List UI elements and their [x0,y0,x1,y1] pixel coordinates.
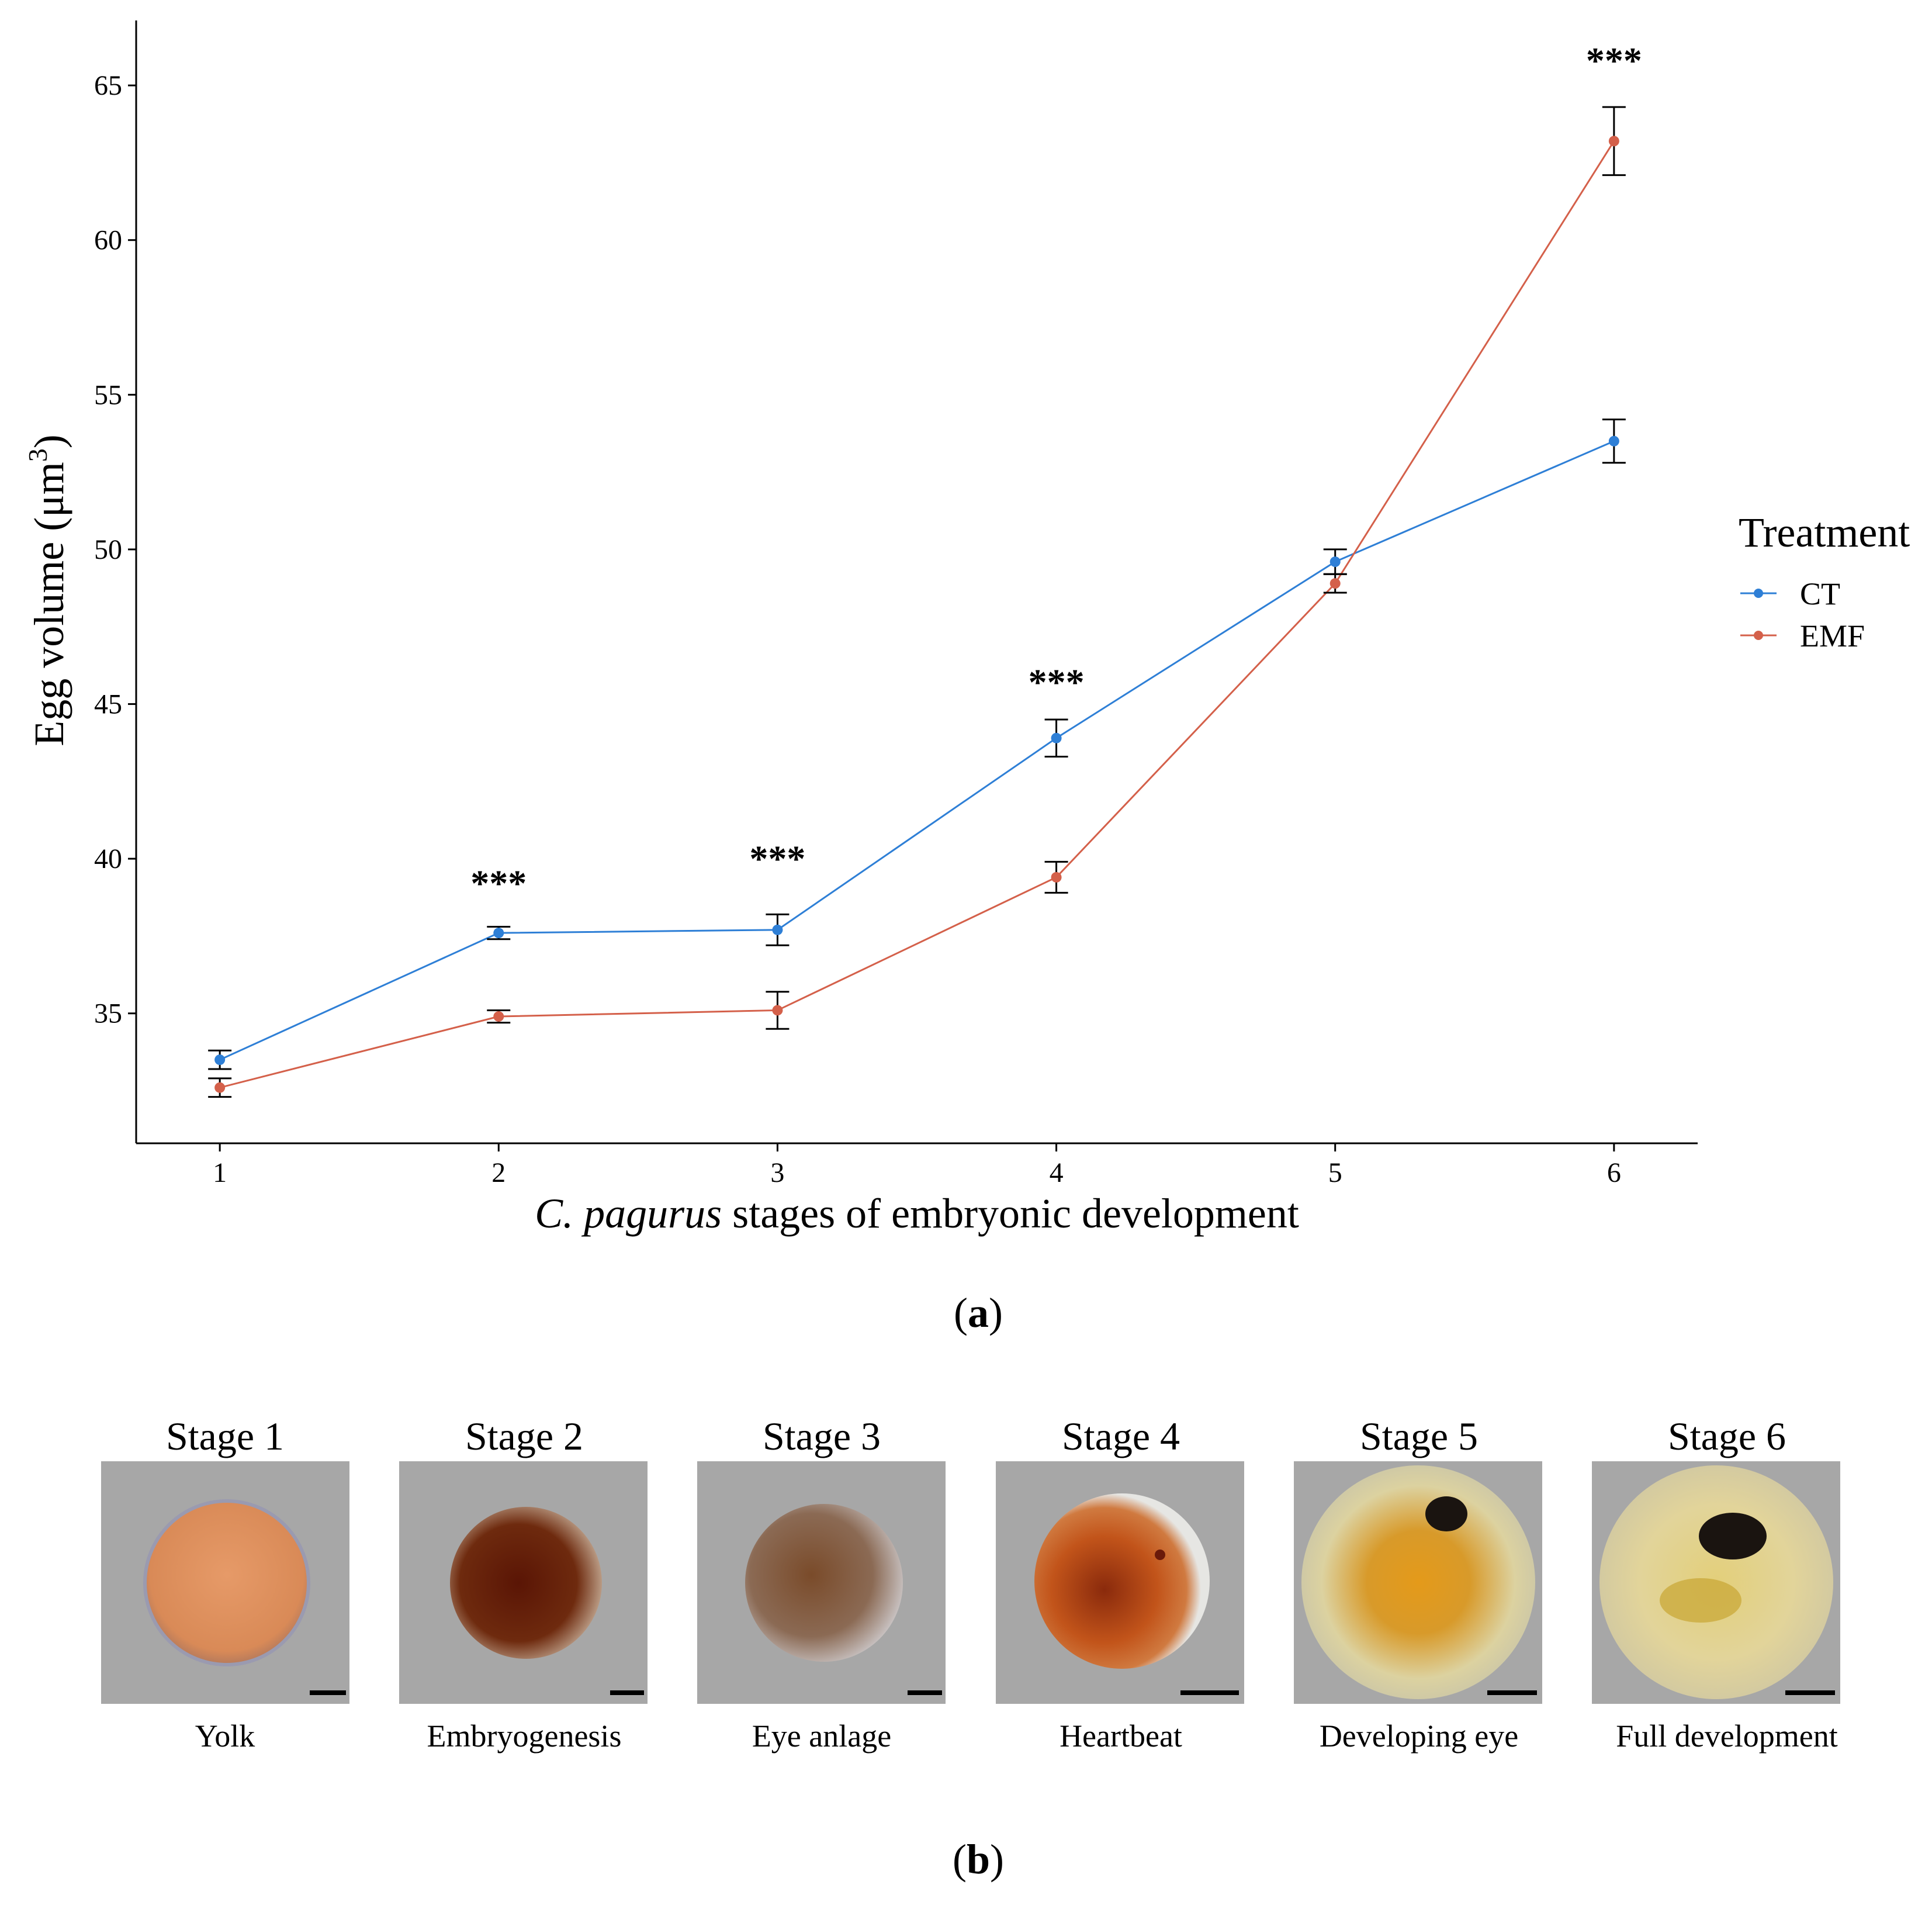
stage-6: Stage 6 Full development [1592,1414,1840,1754]
stage-4: Stage 4 Heartbeat [996,1414,1244,1754]
stage-2-egg [450,1507,602,1659]
stage-1: Stage 1 Yolk [101,1414,349,1754]
stage-5-eye [1425,1496,1467,1531]
stage-3-caption: Eye anlage [752,1718,891,1754]
stages-panel: Stage 1 Yolk Stage 2 Embryogenesis Stage… [101,1414,1840,1754]
data-point-emf [772,1005,783,1016]
legend-item-emf: EMF [1740,618,1865,653]
x-tick-label: 2 [491,1157,505,1188]
data-point-ct [772,924,783,935]
stage-4-caption: Heartbeat [1060,1718,1182,1754]
legend-emf-label: EMF [1800,618,1865,653]
significance-marker: *** [1586,40,1642,81]
series-line-ct [219,440,1615,1061]
stage-2-title: Stage 2 [465,1414,583,1458]
x-tick-label: 1 [213,1157,227,1188]
x-ticks: 1 2 3 4 5 6 [213,1143,1621,1188]
significance-marker: *** [1029,662,1085,703]
y-tick-label: 55 [94,379,122,410]
stage-4-title: Stage 4 [1062,1414,1180,1458]
stage-3-title: Stage 3 [763,1414,881,1458]
y-tick-label: 40 [94,843,122,874]
legend-ct-marker [1754,589,1763,598]
stage-5-egg [1301,1465,1535,1699]
significance-marker: *** [749,838,805,879]
y-ticks: 35 40 45 50 55 60 65 [94,70,136,1029]
data-point-ct [1051,732,1062,743]
significance-marker: *** [470,863,527,904]
data-point-emf [1329,578,1341,589]
y-tick-label: 65 [94,70,122,101]
x-tick-label: 6 [1607,1157,1621,1188]
stage-6-eye [1699,1513,1767,1559]
stage-6-yolk-remnant [1660,1578,1741,1623]
data-point-ct [214,1054,226,1066]
legend: Treatment CT EMF [1739,509,1910,653]
data-point-ct [1608,435,1619,447]
x-tick-label: 5 [1328,1157,1342,1188]
data-point-emf [493,1011,504,1022]
stage-6-caption: Full development [1616,1718,1837,1754]
stage-1-title: Stage 1 [166,1414,284,1458]
stage-4-heart-spot [1155,1550,1165,1560]
legend-title: Treatment [1739,509,1910,556]
series-line-emf [219,140,1615,1089]
legend-item-ct: CT [1740,576,1840,611]
legend-ct-label: CT [1800,576,1840,611]
data-point-ct [1329,556,1341,568]
significance-layer: *** *** *** *** [470,40,1642,904]
stage-2-caption: Embryogenesis [427,1718,622,1754]
y-tick-label: 35 [94,998,122,1029]
x-axis-title: C. pagurus stages of embryonic developme… [535,1190,1299,1237]
x-tick-label: 4 [1050,1157,1064,1188]
panel-a-label: (a) [954,1289,1003,1336]
panel-b-label: (b) [953,1836,1004,1883]
stage-3-egg [745,1504,903,1662]
y-tick-label: 60 [94,225,122,256]
stage-5: Stage 5 Developing eye [1294,1414,1542,1754]
stage-4-egg [1034,1493,1210,1669]
stage-5-title: Stage 5 [1360,1414,1478,1458]
data-point-emf [1051,872,1062,883]
stage-3: Stage 3 Eye anlage [697,1414,946,1754]
y-tick-label: 50 [94,534,122,565]
x-tick-label: 3 [770,1157,784,1188]
legend-emf-marker [1754,631,1763,640]
stage-5-caption: Developing eye [1320,1718,1518,1754]
series-layer [208,106,1626,1098]
stage-1-egg [143,1499,310,1666]
stage-2: Stage 2 Embryogenesis [399,1414,648,1754]
data-point-ct [493,928,504,939]
data-point-emf [214,1082,226,1093]
y-tick-label: 45 [94,689,122,720]
data-point-emf [1608,136,1619,147]
y-axis-title: Egg volume (μm3) [23,434,72,746]
stage-6-title: Stage 6 [1668,1414,1786,1458]
stage-1-caption: Yolk [195,1718,255,1754]
